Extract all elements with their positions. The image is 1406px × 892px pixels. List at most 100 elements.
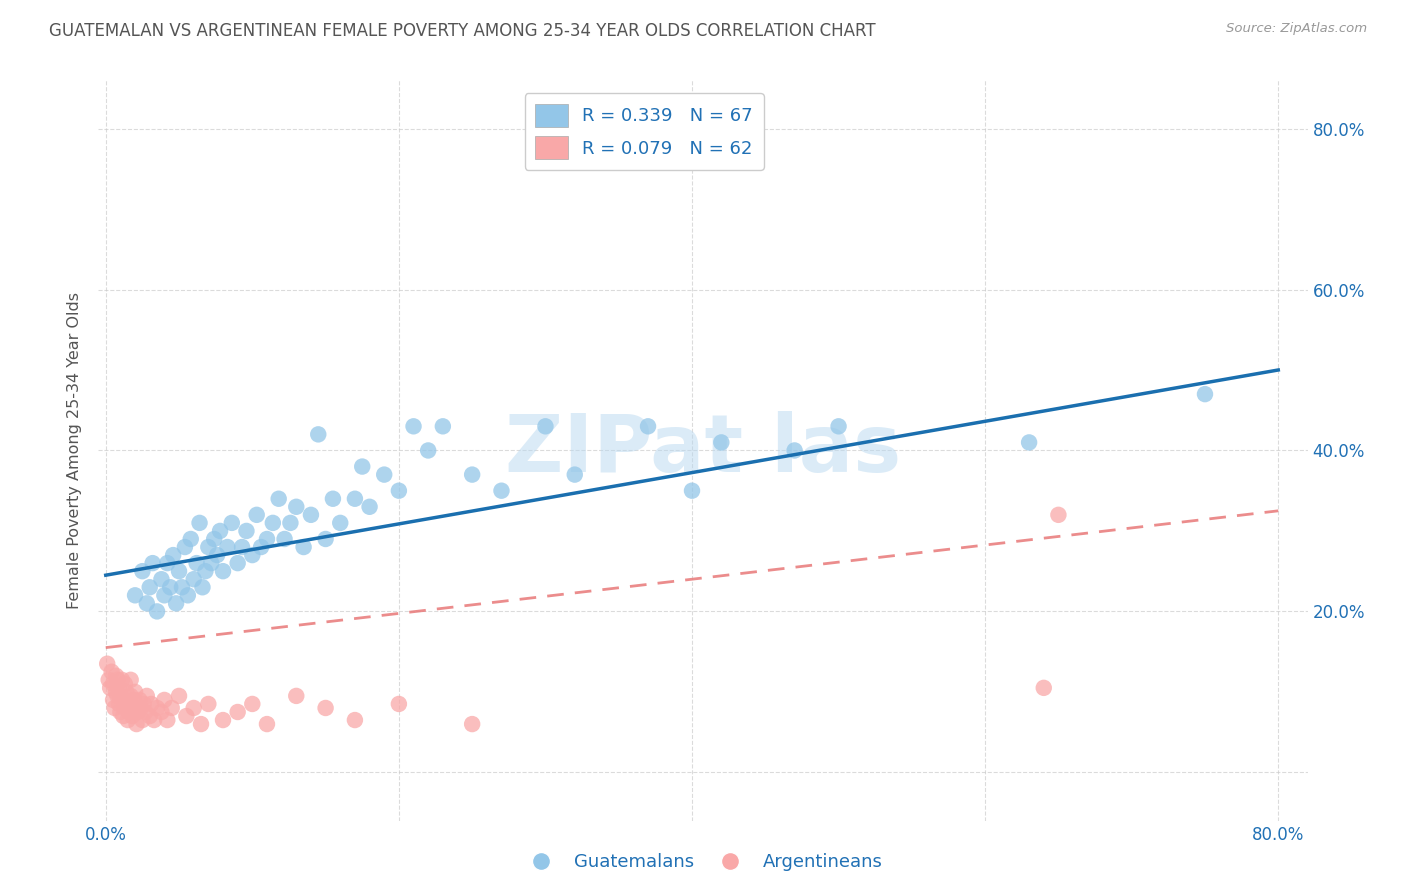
Legend: Guatemalans, Argentineans: Guatemalans, Argentineans [516,847,890,879]
Point [343,713,366,727]
Point [315,701,337,715]
Point [200,556,222,570]
Point [681,483,703,498]
Point [190,717,212,731]
Point [110,705,132,719]
Point [120,673,142,687]
Point [124,685,146,699]
Point [402,419,425,434]
Point [202,532,225,546]
Point [135,596,157,610]
Point [125,717,148,731]
Point [186,556,208,570]
Point [827,419,849,434]
Point [461,467,484,482]
Point [1047,508,1070,522]
Point [124,588,146,602]
Point [131,713,153,727]
Text: GUATEMALAN VS ARGENTINEAN FEMALE POVERTY AMONG 25-34 YEAR OLDS CORRELATION CHART: GUATEMALAN VS ARGENTINEAN FEMALE POVERTY… [49,22,876,40]
Point [108,697,131,711]
Point [165,596,187,610]
Point [315,532,337,546]
Point [146,604,169,618]
Point [101,693,124,707]
Point [142,556,165,570]
Point [256,532,278,546]
Point [240,697,263,711]
Point [783,443,806,458]
Point [432,419,454,434]
Point [120,689,142,703]
Point [150,572,173,586]
Point [191,580,214,594]
Point [343,491,366,506]
Point [388,483,411,498]
Point [131,564,153,578]
Point [1032,681,1054,695]
Point [167,564,190,578]
Point [105,669,128,683]
Point [217,540,239,554]
Point [117,713,139,727]
Point [143,713,166,727]
Point [491,483,513,498]
Point [132,697,155,711]
Point [146,701,169,715]
Point [256,717,278,731]
Point [122,693,145,707]
Point [112,709,135,723]
Point [564,467,586,482]
Y-axis label: Female Poverty Among 25-34 Year Olds: Female Poverty Among 25-34 Year Olds [67,292,83,609]
Point [226,705,249,719]
Point [418,443,440,458]
Point [329,516,352,530]
Point [212,713,235,727]
Point [197,540,219,554]
Point [359,500,381,514]
Point [128,693,150,707]
Point [461,717,484,731]
Point [352,459,374,474]
Point [127,705,149,719]
Point [209,524,232,538]
Point [107,673,129,687]
Point [373,467,395,482]
Point [138,580,160,594]
Point [107,689,129,703]
Point [307,427,329,442]
Point [98,681,121,695]
Point [129,701,152,715]
Point [96,657,118,671]
Point [138,709,160,723]
Point [273,532,295,546]
Point [194,564,217,578]
Point [221,516,243,530]
Point [111,673,134,687]
Point [292,540,315,554]
Point [240,548,263,562]
Point [250,540,273,554]
Point [235,524,257,538]
Point [97,673,120,687]
Point [118,705,141,719]
Point [262,516,284,530]
Text: Source: ZipAtlas.com: Source: ZipAtlas.com [1226,22,1367,36]
Point [267,491,290,506]
Point [226,556,249,570]
Point [188,516,211,530]
Point [121,709,143,723]
Point [110,689,132,703]
Point [135,689,157,703]
Point [115,685,138,699]
Point [388,697,411,711]
Point [112,693,135,707]
Point [299,508,322,522]
Point [114,701,136,715]
Point [177,588,200,602]
Point [176,709,198,723]
Point [150,705,173,719]
Point [156,713,179,727]
Point [174,540,197,554]
Point [183,701,205,715]
Point [141,697,163,711]
